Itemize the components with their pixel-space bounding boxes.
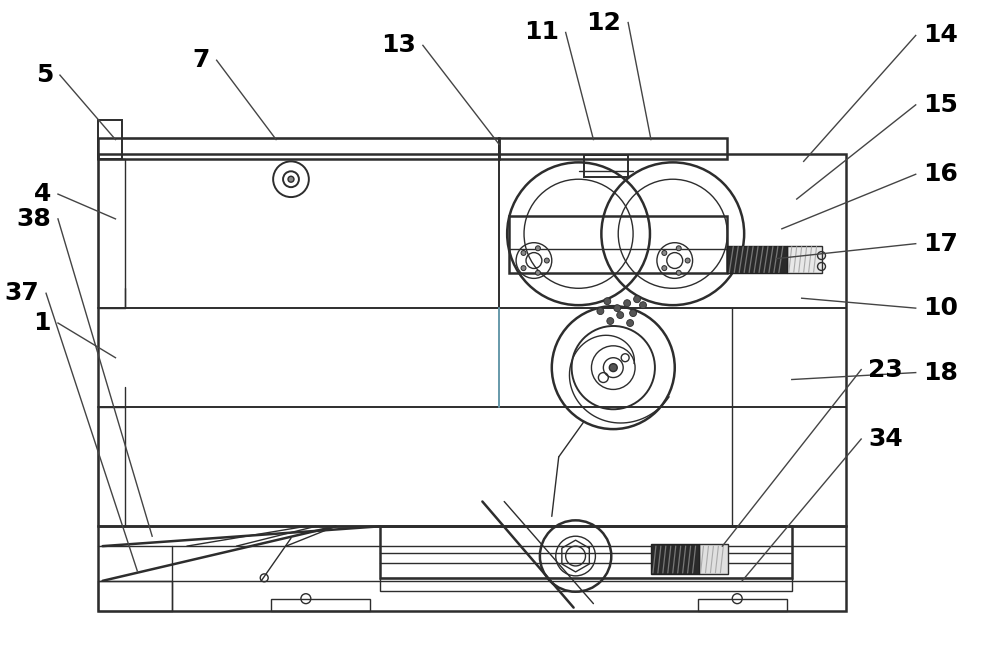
Bar xyxy=(98,526,846,610)
Circle shape xyxy=(609,364,617,371)
Circle shape xyxy=(614,305,621,312)
Text: 34: 34 xyxy=(868,427,903,451)
Text: 12: 12 xyxy=(586,10,621,34)
Circle shape xyxy=(597,308,604,314)
Circle shape xyxy=(604,297,611,305)
Text: 11: 11 xyxy=(524,21,559,45)
Bar xyxy=(380,526,792,578)
Bar xyxy=(584,156,628,178)
Text: 23: 23 xyxy=(868,358,903,382)
Bar xyxy=(98,120,122,159)
Circle shape xyxy=(288,176,294,182)
Circle shape xyxy=(624,300,631,307)
Bar xyxy=(380,578,792,591)
Circle shape xyxy=(634,295,641,303)
Bar xyxy=(787,246,822,273)
Circle shape xyxy=(662,266,667,271)
Text: 37: 37 xyxy=(4,281,39,305)
Circle shape xyxy=(630,310,637,317)
Circle shape xyxy=(544,258,549,263)
Text: 5: 5 xyxy=(36,63,53,87)
Bar xyxy=(98,154,846,526)
Circle shape xyxy=(685,258,690,263)
Circle shape xyxy=(640,302,646,308)
Bar xyxy=(499,137,727,159)
Circle shape xyxy=(676,270,681,275)
Bar xyxy=(98,408,125,526)
Bar xyxy=(98,159,125,308)
Bar xyxy=(698,599,787,610)
Text: 16: 16 xyxy=(923,162,958,186)
Bar xyxy=(509,216,727,273)
Text: 14: 14 xyxy=(923,23,958,47)
Text: 17: 17 xyxy=(923,232,958,256)
Text: 38: 38 xyxy=(16,207,51,231)
Circle shape xyxy=(521,266,526,271)
Text: 7: 7 xyxy=(192,48,210,72)
Bar xyxy=(98,581,172,610)
Circle shape xyxy=(607,318,614,325)
Circle shape xyxy=(662,251,667,255)
Bar xyxy=(98,137,499,159)
Text: 10: 10 xyxy=(923,296,958,320)
Circle shape xyxy=(676,246,681,251)
Circle shape xyxy=(535,270,540,275)
Text: 18: 18 xyxy=(923,360,958,385)
Bar xyxy=(699,544,728,574)
Circle shape xyxy=(627,319,634,327)
Bar xyxy=(727,246,787,273)
Bar xyxy=(651,544,699,574)
Circle shape xyxy=(617,312,624,319)
Text: 13: 13 xyxy=(381,33,416,58)
Bar xyxy=(271,599,370,610)
Circle shape xyxy=(535,246,540,251)
Text: 1: 1 xyxy=(34,311,51,335)
Circle shape xyxy=(521,251,526,255)
Text: 15: 15 xyxy=(923,93,958,117)
Text: 4: 4 xyxy=(34,182,51,206)
